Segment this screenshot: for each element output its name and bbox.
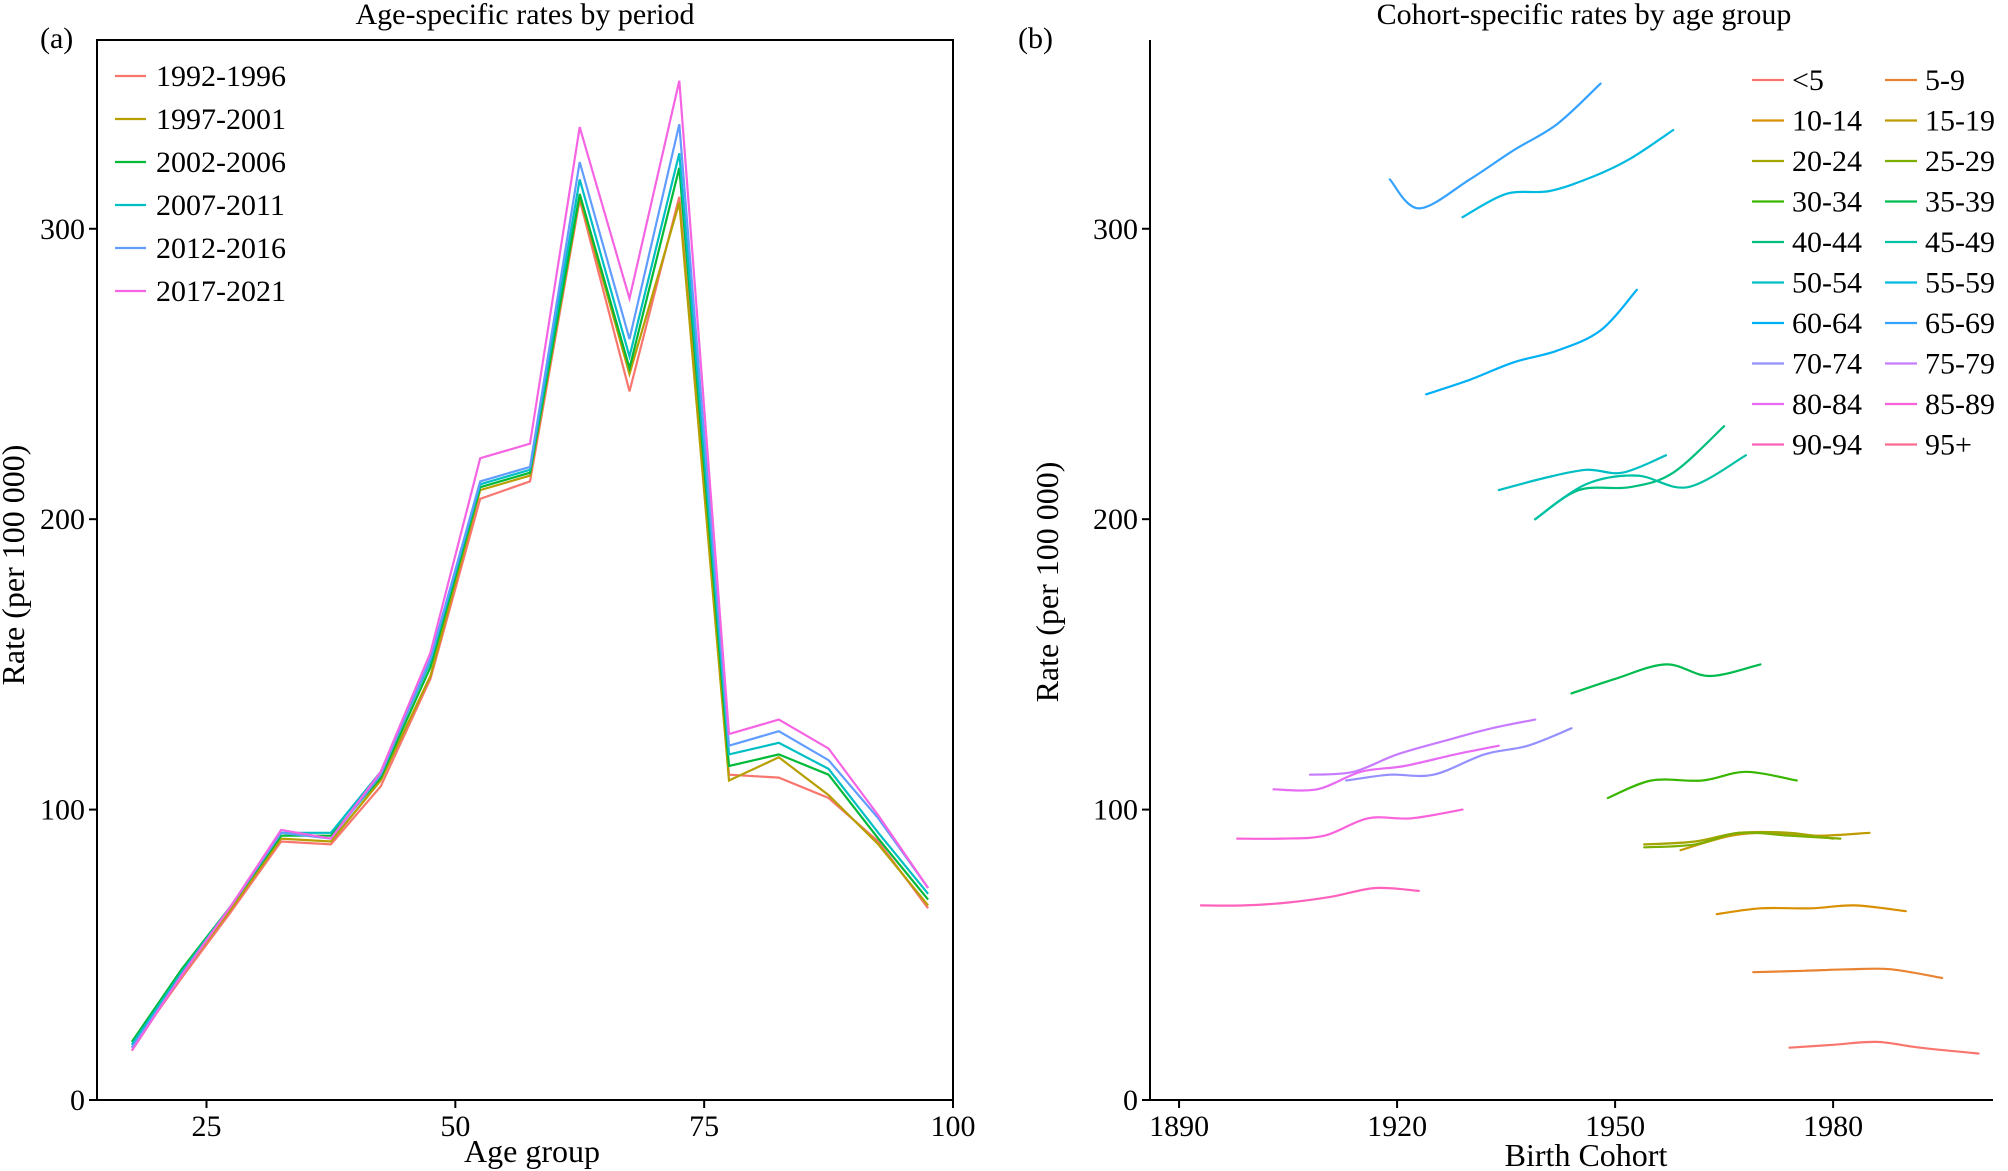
a-x-tick-label: 25 [191, 1110, 221, 1143]
b-series-line-60-64 [1425, 288, 1638, 396]
b-series-line-35-39 [1570, 663, 1762, 695]
b-y-tick-label: 100 [1093, 794, 1138, 827]
a-x-tick-label: 50 [440, 1110, 470, 1143]
b-legend-label: 50-54 [1792, 267, 1862, 300]
b-legend-label: 15-19 [1925, 105, 1995, 138]
a-x-tick-label: 75 [689, 1110, 719, 1143]
b-legend-label: 90-94 [1792, 429, 1862, 462]
b-legend-label: 10-14 [1792, 105, 1862, 138]
a-y-tick-label: 200 [40, 503, 85, 536]
panel-b-letter: (b) [1018, 22, 1053, 55]
b-legend-label: 75-79 [1925, 348, 1995, 381]
b-series-line-45-49 [1534, 454, 1747, 521]
b-x-tick-label: 1920 [1367, 1110, 1427, 1143]
panel-a-letter: (a) [40, 22, 73, 55]
b-y-tick-label: 300 [1093, 213, 1138, 246]
panel-b: (b) Cohort-specific rates by age group 1… [1018, 0, 1995, 1171]
b-series-line-85-89 [1236, 808, 1464, 840]
b-y-tick-label: 200 [1093, 503, 1138, 536]
b-legend-label: 25-29 [1925, 145, 1995, 178]
b-legend-label: 95+ [1925, 429, 1972, 462]
a-y-tick-label: 100 [40, 794, 85, 827]
panel-b-y-label: Rate (per 100 000) [1029, 462, 1065, 703]
b-y-tick-label: 0 [1123, 1084, 1138, 1117]
b-legend-label: 40-44 [1792, 226, 1862, 259]
b-legend-label: 30-34 [1792, 186, 1862, 219]
panel-b-x-label: Birth Cohort [1505, 1137, 1668, 1171]
panel-a: (a) Age-specific rates by period 25 50 75 1… [0, 0, 976, 1169]
b-series-line-30-34 [1606, 770, 1798, 800]
a-legend-label: 2012-2016 [156, 232, 286, 265]
a-legend-label: 1997-2001 [156, 103, 286, 136]
b-x-tick-label: 1890 [1149, 1110, 1209, 1143]
b-series-line-65-69 [1388, 82, 1602, 210]
b-legend-label: 5-9 [1925, 64, 1965, 97]
b-series-line-25-29 [1643, 831, 1842, 849]
a-series-line-2017-2021 [130, 80, 930, 1052]
a-legend-label: 2017-2021 [156, 275, 286, 308]
a-y-tick-label: 0 [70, 1084, 85, 1117]
b-series-line-<5 [1788, 1040, 1980, 1055]
b-series-line-90-94 [1199, 886, 1420, 907]
b-series-line-5-9 [1752, 967, 1944, 980]
a-legend-label: 2007-2011 [156, 189, 285, 222]
a-legend-label: 1992-1996 [156, 60, 286, 93]
b-series-line-10-14 [1715, 904, 1907, 916]
b-legend-label: 55-59 [1925, 267, 1995, 300]
a-legend-label: 2002-2006 [156, 146, 286, 179]
b-legend-label: <5 [1792, 64, 1824, 97]
b-legend-label: 85-89 [1925, 388, 1995, 421]
b-legend-label: 80-84 [1792, 388, 1862, 421]
b-legend-label: 65-69 [1925, 307, 1995, 340]
b-legend-label: 20-24 [1792, 145, 1862, 178]
b-legend-label: 45-49 [1925, 226, 1995, 259]
panel-a-x-label: Age group [464, 1133, 600, 1169]
panel-a-plot-frame [96, 39, 954, 1101]
b-x-tick-label: 1950 [1585, 1110, 1645, 1143]
b-series-line-50-54 [1497, 454, 1668, 492]
b-legend-label: 70-74 [1792, 348, 1862, 381]
a-series-line-1997-2001 [130, 196, 929, 1052]
b-legend-label: 60-64 [1792, 307, 1862, 340]
panel-a-y-label: Rate (per 100 000) [0, 445, 31, 686]
b-series-line-55-59 [1461, 128, 1675, 219]
a-x-tick-label: 100 [931, 1110, 976, 1143]
b-series-line-80-84 [1272, 744, 1500, 792]
panel-b-title: Cohort-specific rates by age group [1377, 0, 1792, 31]
a-series-line-1992-1996 [130, 196, 929, 1049]
a-y-tick-label: 300 [40, 213, 85, 246]
b-series-line-70-74 [1345, 727, 1573, 782]
b-x-tick-label: 1980 [1803, 1110, 1863, 1143]
panel-a-title: Age-specific rates by period [355, 0, 694, 31]
b-legend-label: 35-39 [1925, 186, 1995, 219]
b-series-line-75-79 [1308, 718, 1537, 776]
